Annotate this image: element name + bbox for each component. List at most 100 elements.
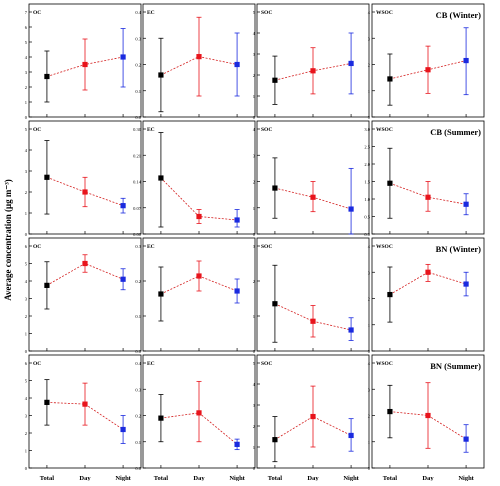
panel-label: SOC (261, 361, 272, 367)
y-tick-label: 6 (25, 361, 28, 366)
y-tick-label: 7 (25, 10, 28, 15)
marker-total (158, 415, 164, 421)
y-tick-label: 0.30 (133, 127, 142, 132)
y-tick-label: 3.0 (364, 127, 370, 132)
y-tick-label: 1.0 (364, 197, 370, 202)
y-tick-label: 0.2 (135, 414, 141, 419)
marker-total (158, 291, 164, 297)
panel-3-3: 0 1 2 3 4 WSOC BN (Summer) (368, 354, 485, 471)
y-tick-label: 4 (25, 279, 28, 284)
x-tick-label: Total (40, 475, 54, 481)
y-tick-label: 1 (25, 100, 27, 105)
y-tick-label: 0.0 (135, 115, 141, 120)
marker-night (348, 206, 354, 212)
y-tick-label: 1 (25, 332, 27, 337)
row-label: BN (Winter) (436, 244, 482, 254)
y-tick-label: 4 (368, 361, 371, 366)
y-tick-label: 0.3 (135, 36, 141, 41)
marker-total (387, 408, 393, 415)
y-tick-label: 2 (25, 431, 27, 436)
y-tick-label: 3 (25, 70, 28, 75)
y-tick-label: 0.07 (133, 206, 142, 211)
panel-0-0: 0 1 2 3 4 5 6 7 OC (25, 3, 142, 120)
marker-day (82, 401, 88, 407)
y-tick-label: 4 (368, 10, 371, 15)
y-tick-label: 0 (368, 466, 371, 471)
marker-total (272, 77, 278, 83)
panel-label: WSOC (376, 244, 393, 250)
y-tick-label: 1 (253, 206, 255, 211)
y-tick-label: 3 (368, 387, 371, 392)
marker-day (425, 412, 431, 419)
y-tick-label: 6 (25, 244, 28, 249)
y-tick-label: 3 (368, 36, 371, 41)
y-tick-label: 1 (368, 89, 370, 94)
x-tick-label: Total (268, 475, 282, 481)
y-tick-label: 0.2 (135, 279, 141, 284)
marker-night (463, 201, 469, 207)
y-tick-label: 0.1 (135, 314, 141, 319)
y-tick-label: 0.21 (133, 153, 141, 158)
marker-night (463, 281, 469, 287)
y-tick-label: 0.3 (135, 387, 141, 392)
y-tick-label: 3 (253, 403, 256, 408)
panel-2-3: 0 1 2 3 4 WSOC BN (Winter) (368, 237, 485, 354)
marker-night (234, 61, 240, 68)
y-tick-label: 2 (25, 85, 27, 90)
y-tick-label: 5 (253, 361, 256, 366)
y-tick-label: 0.00 (133, 232, 142, 237)
y-tick-label: 2 (253, 73, 255, 78)
y-tick-label: 3 (25, 169, 28, 174)
marker-night (463, 57, 469, 64)
marker-day (82, 260, 88, 267)
panel-label: SOC (261, 244, 272, 250)
marker-night (348, 60, 354, 67)
marker-day (425, 269, 431, 275)
marker-total (272, 185, 278, 191)
marker-day (196, 54, 202, 60)
series-line (46, 176, 124, 207)
y-tick-label: 0.4 (135, 10, 141, 15)
y-tick-label: 5 (25, 379, 28, 384)
y-tick-label: 4 (253, 127, 256, 132)
y-tick-label: 3 (253, 244, 256, 249)
panel-0-1: 0.0 0.1 0.2 0.3 0.4 EC (135, 3, 256, 120)
y-tick-label: 5 (25, 40, 28, 45)
marker-total (387, 76, 393, 82)
y-tick-label: 0 (25, 115, 28, 120)
y-tick-label: 4 (368, 244, 371, 249)
panel-label: OC (33, 127, 41, 133)
marker-total (44, 399, 50, 405)
marker-total (158, 72, 164, 78)
row-label: BN (Summer) (430, 361, 481, 371)
y-tick-label: 1 (368, 323, 370, 328)
y-tick-label: 2.0 (364, 162, 370, 167)
marker-day (310, 318, 316, 324)
y-tick-label: 1 (253, 445, 255, 450)
panel-label: EC (147, 244, 155, 250)
panel-label: OC (33, 361, 41, 367)
marker-total (158, 175, 164, 181)
series-line (389, 411, 467, 440)
panel-2-1: 0.0 0.1 0.2 0.3 EC (135, 237, 256, 354)
panel-label: WSOC (376, 127, 393, 133)
x-tick-label: Night (343, 475, 359, 481)
y-tick-label: 3 (253, 52, 256, 57)
y-tick-label: 2.5 (364, 145, 370, 150)
y-tick-label: 6 (25, 25, 28, 30)
panel-3-1: 0.0 0.1 0.2 0.3 0.4 EC (135, 354, 256, 471)
y-tick-label: 2 (253, 424, 255, 429)
panel-1-3: 0.0 0.5 1.0 1.5 2.0 2.5 3.0 WSOC CB (Summer) (364, 120, 485, 237)
panel-label: EC (147, 10, 155, 16)
marker-total (387, 180, 393, 186)
y-tick-label: 2 (368, 297, 370, 302)
marker-total (44, 282, 50, 288)
y-tick-label: 3 (25, 414, 28, 419)
marker-total (44, 174, 50, 180)
marker-day (310, 194, 316, 200)
marker-night (348, 432, 354, 439)
y-tick-label: 0.1 (135, 89, 141, 94)
y-tick-label: 0 (253, 115, 256, 120)
y-tick-label: 0 (253, 349, 256, 354)
y-tick-label: 0.3 (135, 244, 141, 249)
